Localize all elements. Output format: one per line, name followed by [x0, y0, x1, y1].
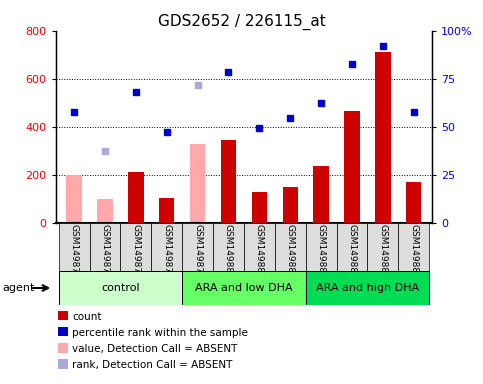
Bar: [97, 199, 113, 223]
Text: GSM149883: GSM149883: [317, 224, 326, 279]
Text: GSM149876: GSM149876: [100, 224, 110, 279]
Bar: [244, 223, 275, 271]
Bar: [151, 223, 182, 271]
Text: control: control: [101, 283, 140, 293]
Bar: [190, 144, 205, 223]
Text: count: count: [72, 312, 102, 322]
Bar: [368, 223, 398, 271]
Bar: [120, 223, 151, 271]
Text: GSM149884: GSM149884: [347, 224, 356, 279]
Text: percentile rank within the sample: percentile rank within the sample: [72, 328, 248, 338]
Text: GSM149878: GSM149878: [162, 224, 171, 279]
Bar: [58, 223, 89, 271]
Text: value, Detection Call = ABSENT: value, Detection Call = ABSENT: [72, 344, 238, 354]
Bar: [58, 311, 68, 320]
Text: GSM149882: GSM149882: [286, 224, 295, 279]
Bar: [375, 52, 391, 223]
Bar: [221, 140, 236, 223]
Text: GSM149879: GSM149879: [193, 224, 202, 279]
Text: GSM149880: GSM149880: [224, 224, 233, 279]
Bar: [275, 223, 306, 271]
Bar: [252, 192, 267, 223]
Text: GSM149881: GSM149881: [255, 224, 264, 279]
Bar: [406, 182, 422, 223]
Bar: [58, 327, 68, 336]
Text: GSM149885: GSM149885: [378, 224, 387, 279]
Bar: [306, 271, 429, 305]
Bar: [337, 223, 368, 271]
Text: agent: agent: [2, 283, 35, 293]
Text: GSM149877: GSM149877: [131, 224, 141, 279]
Bar: [283, 187, 298, 223]
Bar: [58, 271, 182, 305]
Bar: [182, 223, 213, 271]
Text: rank, Detection Call = ABSENT: rank, Detection Call = ABSENT: [72, 360, 233, 370]
Text: ARA and low DHA: ARA and low DHA: [195, 283, 293, 293]
Text: GDS2652 / 226115_at: GDS2652 / 226115_at: [157, 13, 326, 30]
Bar: [398, 223, 429, 271]
Bar: [58, 359, 68, 369]
Bar: [159, 197, 174, 223]
Text: GSM149886: GSM149886: [409, 224, 418, 279]
Bar: [313, 166, 329, 223]
Bar: [306, 223, 337, 271]
Text: GSM149875: GSM149875: [70, 224, 79, 279]
Bar: [128, 172, 143, 223]
Bar: [182, 271, 306, 305]
Bar: [89, 223, 120, 271]
Bar: [213, 223, 244, 271]
Bar: [344, 111, 360, 223]
Text: ARA and high DHA: ARA and high DHA: [316, 283, 419, 293]
Bar: [58, 343, 68, 353]
Bar: [66, 175, 82, 223]
